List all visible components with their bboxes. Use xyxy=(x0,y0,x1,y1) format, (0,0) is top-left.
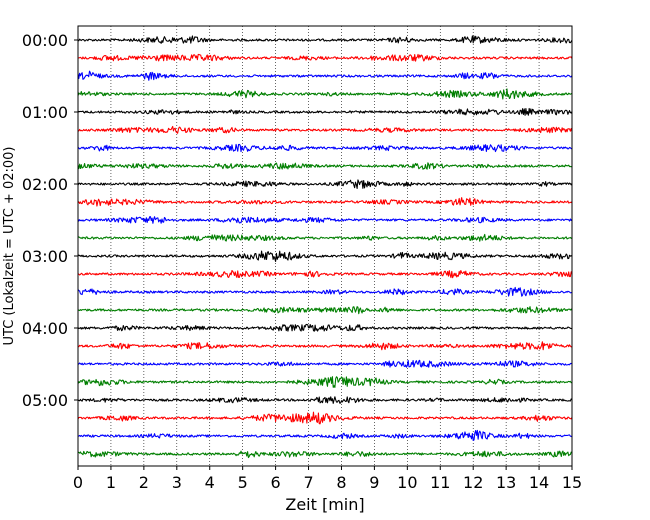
trace-0130 xyxy=(77,143,573,153)
trace-0015 xyxy=(77,53,573,62)
plot-frame xyxy=(77,25,573,467)
trace-0430 xyxy=(77,359,573,368)
trace-0000 xyxy=(77,35,573,44)
trace-0100 xyxy=(77,107,573,116)
trace-0500 xyxy=(77,396,573,404)
y-tick-label-05:00: 05:00 xyxy=(22,391,68,410)
trace-0330 xyxy=(77,286,573,297)
x-tick-label-8: 8 xyxy=(336,473,346,492)
trace-0245 xyxy=(77,233,573,242)
x-tick-label-10: 10 xyxy=(397,473,417,492)
trace-0545 xyxy=(77,450,573,459)
x-tick-label-1: 1 xyxy=(106,473,116,492)
trace-0315 xyxy=(77,269,573,279)
y-tick-label-00:00: 00:00 xyxy=(22,31,68,50)
trace-0515 xyxy=(77,411,573,425)
trace-0030 xyxy=(77,70,573,81)
x-tick-label-5: 5 xyxy=(238,473,248,492)
x-tick-label-6: 6 xyxy=(271,473,281,492)
y-tick-label-04:00: 04:00 xyxy=(22,319,68,338)
x-axis-label: Zeit [min] xyxy=(285,495,364,514)
trace-0445 xyxy=(77,376,573,388)
x-axis-ticks: 0 1 2 3 4 5 6 7 8 9 10 11 12 13 14 15 xyxy=(73,466,582,492)
x-tick-label-4: 4 xyxy=(205,473,215,492)
trace-0045 xyxy=(77,88,573,100)
x-tick-label-2: 2 xyxy=(139,473,149,492)
y-axis-ticks: 00:00 01:00 02:00 03:00 04:00 05:00 xyxy=(22,31,78,410)
x-tick-label-15: 15 xyxy=(562,473,582,492)
x-tick-label-0: 0 xyxy=(73,473,83,492)
trace-0115 xyxy=(77,125,573,134)
x-tick-label-12: 12 xyxy=(463,473,483,492)
trace-0530 xyxy=(77,429,573,441)
x-tick-label-9: 9 xyxy=(369,473,379,492)
grid-lines xyxy=(110,26,540,466)
x-tick-label-14: 14 xyxy=(529,473,549,492)
trace-0345 xyxy=(77,306,573,315)
trace-0230 xyxy=(77,216,573,224)
trace-0215 xyxy=(77,197,573,207)
seismic-traces xyxy=(77,35,573,459)
trace-0145 xyxy=(77,162,573,170)
y-tick-label-03:00: 03:00 xyxy=(22,247,68,266)
trace-0200 xyxy=(77,179,573,189)
x-tick-label-3: 3 xyxy=(172,473,182,492)
y-tick-label-01:00: 01:00 xyxy=(22,103,68,122)
x-tick-label-7: 7 xyxy=(303,473,313,492)
y-tick-label-02:00: 02:00 xyxy=(22,175,68,194)
x-tick-label-11: 11 xyxy=(430,473,450,492)
x-tick-label-13: 13 xyxy=(496,473,516,492)
y-axis-label: UTC (Lokalzeit = UTC + 02:00) xyxy=(2,147,17,346)
trace-0400 xyxy=(77,323,573,332)
trace-0415 xyxy=(77,341,573,351)
trace-0300 xyxy=(77,250,573,263)
